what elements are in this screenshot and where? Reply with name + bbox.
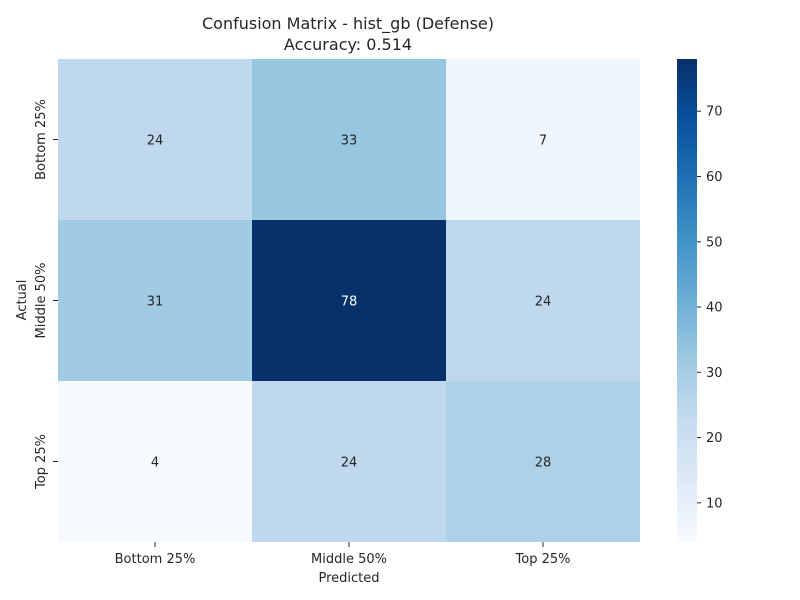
heatmap-cell [252, 220, 446, 381]
colorbar-gradient [677, 59, 697, 542]
colorbar-tick-label: 70 [706, 105, 723, 120]
colorbar: 10 20 30 40 50 60 70 [677, 59, 723, 542]
cell-value-label: 78 [341, 295, 358, 310]
y-axis-label: Actual [15, 280, 30, 321]
heatmap-cell [252, 381, 446, 542]
x-tick-label: Top 25% [515, 552, 571, 567]
colorbar-tick-label: 30 [706, 366, 723, 381]
colorbar-tick-label: 50 [706, 235, 723, 250]
heatmap-cell [446, 59, 640, 220]
heatmap-cell [58, 381, 252, 542]
heatmap-cell [58, 220, 252, 381]
heatmap-cell [446, 220, 640, 381]
cell-value-label: 24 [535, 295, 552, 310]
y-tick-label: Middle 50% [34, 263, 49, 339]
y-tick-label: Top 25% [34, 434, 49, 490]
x-tick-label: Middle 50% [311, 552, 387, 567]
heatmap-cell [58, 59, 252, 220]
heatmap-cell [252, 59, 446, 220]
cell-value-label: 7 [539, 134, 547, 149]
colorbar-tick-label: 10 [706, 496, 723, 511]
chart-title: Confusion Matrix - hist_gb (Defense) [202, 14, 494, 34]
colorbar-tick-label: 60 [706, 170, 723, 185]
x-axis-label: Predicted [318, 571, 379, 586]
x-tick-label: Bottom 25% [115, 552, 196, 567]
heatmap-cells [58, 59, 640, 542]
heatmap-cell-labels: 24 33 7 31 78 24 4 24 28 [147, 134, 552, 471]
y-tick-label: Bottom 25% [34, 99, 49, 180]
cell-value-label: 28 [535, 456, 552, 471]
chart-subtitle: Accuracy: 0.514 [284, 35, 412, 54]
cell-value-label: 31 [147, 295, 164, 310]
colorbar-tick-label: 40 [706, 301, 723, 316]
cell-value-label: 4 [151, 456, 159, 471]
heatmap-cell [446, 381, 640, 542]
colorbar-tick-label: 20 [706, 431, 723, 446]
cell-value-label: 24 [147, 134, 164, 149]
cell-value-label: 24 [341, 456, 358, 471]
x-axis: Bottom 25% Middle 50% Top 25% [115, 542, 571, 567]
cell-value-label: 33 [341, 134, 358, 149]
y-axis: Bottom 25% Middle 50% Top 25% [34, 99, 58, 490]
